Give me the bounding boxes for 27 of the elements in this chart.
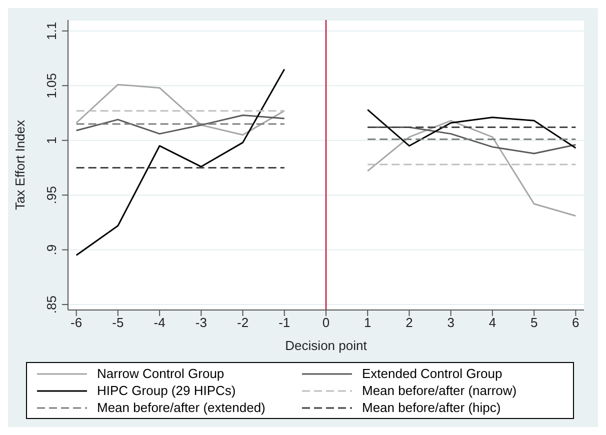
y-tick-label: 1.05 xyxy=(44,73,59,98)
x-tick-label: 4 xyxy=(488,315,496,330)
legend-label: Narrow Control Group xyxy=(97,366,224,381)
legend-label: Extended Control Group xyxy=(362,366,502,381)
legend-label: Mean before/after (narrow) xyxy=(362,383,517,398)
x-tick-label: -6 xyxy=(70,315,82,330)
x-axis-title: Decision point xyxy=(285,338,368,353)
x-tick-label: 3 xyxy=(447,315,454,330)
x-tick-label: -4 xyxy=(154,315,166,330)
y-tick-label: .85 xyxy=(44,295,59,314)
y-axis-title: Tax Effort Index xyxy=(12,119,28,210)
x-tick-label: -3 xyxy=(195,315,207,330)
legend-label: Mean before/after (extended) xyxy=(97,400,266,415)
y-tick-label: 1.1 xyxy=(44,22,59,40)
y-tick-label: .95 xyxy=(44,186,59,204)
x-tick-label: 6 xyxy=(572,315,580,330)
x-tick-label: 0 xyxy=(322,315,330,330)
legend-label: HIPC Group (29 HIPCs) xyxy=(97,383,236,398)
x-tick-label: 2 xyxy=(406,315,413,330)
y-tick-label: .9 xyxy=(44,244,59,256)
legend-label: Mean before/after (hipc) xyxy=(362,400,501,415)
y-tick-label: 1 xyxy=(44,136,59,144)
x-tick-label: -5 xyxy=(112,315,124,330)
x-tick-label: 5 xyxy=(530,315,538,330)
x-tick-label: 1 xyxy=(364,315,372,330)
x-tick-label: -2 xyxy=(236,315,249,330)
x-tick-label: -1 xyxy=(278,315,290,330)
